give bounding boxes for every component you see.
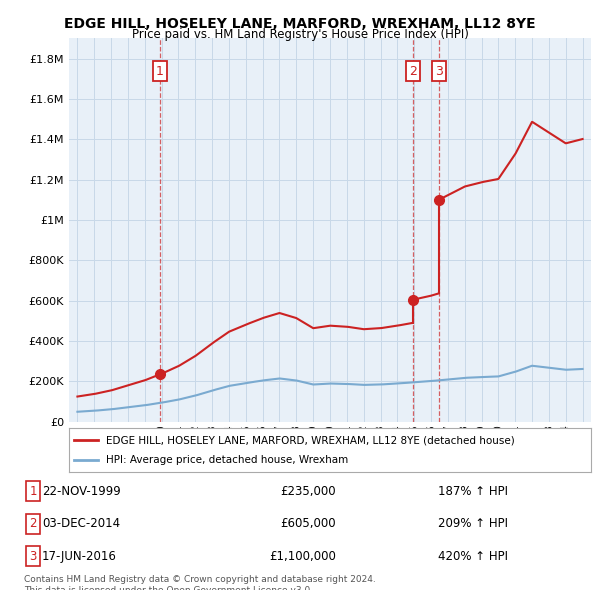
Text: 209% ↑ HPI: 209% ↑ HPI (438, 517, 508, 530)
Text: 3: 3 (29, 549, 37, 563)
Text: 187% ↑ HPI: 187% ↑ HPI (438, 484, 508, 498)
Text: 420% ↑ HPI: 420% ↑ HPI (438, 549, 508, 563)
Text: Contains HM Land Registry data © Crown copyright and database right 2024.
This d: Contains HM Land Registry data © Crown c… (24, 575, 376, 590)
Text: 1: 1 (29, 484, 37, 498)
Text: HPI: Average price, detached house, Wrexham: HPI: Average price, detached house, Wrex… (106, 455, 348, 464)
Text: 17-JUN-2016: 17-JUN-2016 (42, 549, 117, 563)
Text: £235,000: £235,000 (280, 484, 336, 498)
Text: 3: 3 (435, 64, 443, 78)
Text: 22-NOV-1999: 22-NOV-1999 (42, 484, 121, 498)
Text: EDGE HILL, HOSELEY LANE, MARFORD, WREXHAM, LL12 8YE: EDGE HILL, HOSELEY LANE, MARFORD, WREXHA… (64, 17, 536, 31)
Text: 1: 1 (156, 64, 164, 78)
Text: EDGE HILL, HOSELEY LANE, MARFORD, WREXHAM, LL12 8YE (detached house): EDGE HILL, HOSELEY LANE, MARFORD, WREXHA… (106, 435, 514, 445)
Text: Price paid vs. HM Land Registry's House Price Index (HPI): Price paid vs. HM Land Registry's House … (131, 28, 469, 41)
Text: 2: 2 (409, 64, 417, 78)
Text: £605,000: £605,000 (280, 517, 336, 530)
Text: 2: 2 (29, 517, 37, 530)
Text: £1,100,000: £1,100,000 (269, 549, 336, 563)
Text: 03-DEC-2014: 03-DEC-2014 (42, 517, 120, 530)
